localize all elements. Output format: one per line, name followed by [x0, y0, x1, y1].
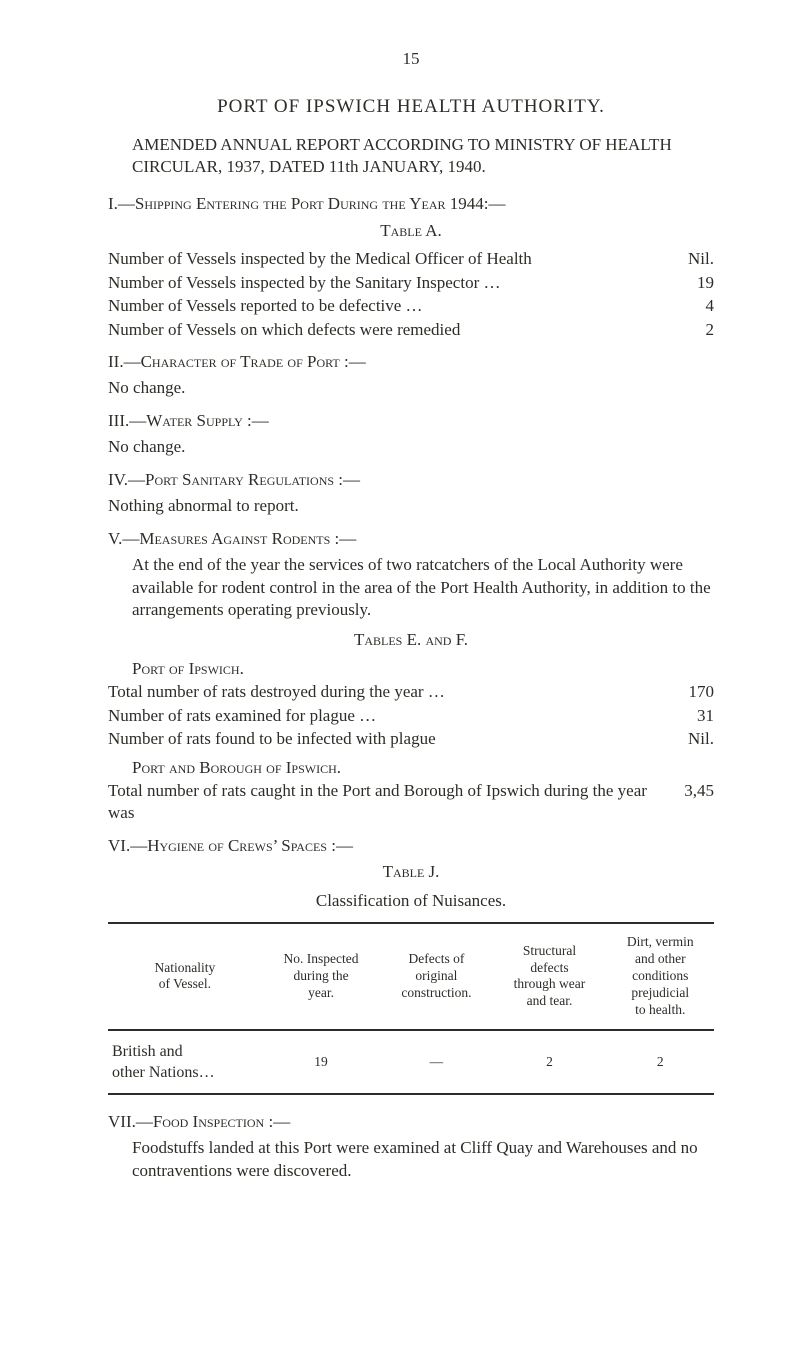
port-ipswich-label: Port of Ipswich. — [132, 658, 714, 680]
row-label: Number of Vessels reported to be defecti… — [108, 295, 670, 317]
table-row: Number of rats found to be infected with… — [108, 728, 714, 750]
row-label: Total number of rats caught in the Port … — [108, 780, 670, 825]
col-header: Structuraldefectsthrough wearand tear. — [492, 923, 606, 1029]
table-row: Total number of rats destroyed during th… — [108, 681, 714, 703]
table-header-row: Nationalityof Vessel. No. Inspecteddurin… — [108, 923, 714, 1029]
row-value: 3,45 — [670, 780, 714, 802]
row-value: 31 — [670, 705, 714, 727]
section-heading: I.—Shipping Entering the Port During the… — [108, 193, 714, 215]
subtitle: AMENDED ANNUAL REPORT ACCORDING TO MINIS… — [132, 134, 706, 180]
cell: 2 — [492, 1030, 606, 1094]
section-heading: VII.—Food Inspection :— — [108, 1111, 714, 1133]
page-number: 15 — [108, 48, 714, 70]
table-subcaption: Classification of Nuisances. — [108, 890, 714, 912]
row-label: Number of Vessels inspected by the Sanit… — [108, 272, 670, 294]
row-label: Total number of rats destroyed during th… — [108, 681, 670, 703]
row-label: Number of Vessels inspected by the Medic… — [108, 248, 670, 270]
table-row: Number of Vessels inspected by the Sanit… — [108, 272, 714, 294]
section-heading: IV.—Port Sanitary Regulations :— — [108, 469, 714, 491]
col-header: Dirt, verminand otherconditionsprejudici… — [607, 923, 714, 1029]
table-j-label: Table J. — [108, 861, 714, 883]
table-row: Number of rats examined for plague … 31 — [108, 705, 714, 727]
row-label: Number of Vessels on which defects were … — [108, 319, 670, 341]
section-heading: III.—Water Supply :— — [108, 410, 714, 432]
table-a-label: Table A. — [108, 220, 714, 242]
section-hygiene: VI.—Hygiene of Crews’ Spaces :— Table J.… — [108, 835, 714, 1095]
row-value: Nil. — [670, 248, 714, 270]
table-row: Total number of rats caught in the Port … — [108, 780, 714, 825]
cell: 2 — [607, 1030, 714, 1094]
section-shipping: I.—Shipping Entering the Port During the… — [108, 193, 714, 341]
row-value: 4 — [670, 295, 714, 317]
table-row: Number of Vessels inspected by the Medic… — [108, 248, 714, 270]
section-food: VII.—Food Inspection :— Foodstuffs lande… — [108, 1111, 714, 1182]
table-row: Number of Vessels reported to be defecti… — [108, 295, 714, 317]
section-heading: VI.—Hygiene of Crews’ Spaces :— — [108, 835, 714, 857]
col-header: Defects oforiginalconstruction. — [380, 923, 492, 1029]
main-title: PORT OF IPSWICH HEALTH AUTHORITY. — [108, 94, 714, 119]
section-body: Nothing abnormal to report. — [108, 495, 714, 517]
row-value: 19 — [670, 272, 714, 294]
table-row: Number of Vessels on which defects were … — [108, 319, 714, 341]
section-heading: V.—Measures Against Rodents :— — [108, 528, 714, 550]
row-label: Number of rats examined for plague … — [108, 705, 670, 727]
section-body: At the end of the year the services of t… — [132, 554, 714, 621]
section-rodents: V.—Measures Against Rodents :— At the en… — [108, 528, 714, 825]
section-body: No change. — [108, 377, 714, 399]
tables-ef-label: Tables E. and F. — [108, 629, 714, 651]
row-value: Nil. — [670, 728, 714, 750]
section-body: Foodstuffs landed at this Port were exam… — [132, 1137, 714, 1182]
section-trade: II.—Character of Trade of Port :— No cha… — [108, 351, 714, 400]
col-header: Nationalityof Vessel. — [108, 923, 262, 1029]
table-row: British andother Nations… 19 — 2 2 — [108, 1030, 714, 1094]
cell: British andother Nations… — [108, 1030, 262, 1094]
port-borough-label: Port and Borough of Ipswich. — [132, 757, 714, 779]
section-water: III.—Water Supply :— No change. — [108, 410, 714, 459]
section-sanitary: IV.—Port Sanitary Regulations :— Nothing… — [108, 469, 714, 518]
row-label: Number of rats found to be infected with… — [108, 728, 670, 750]
section-heading: II.—Character of Trade of Port :— — [108, 351, 714, 373]
row-value: 170 — [670, 681, 714, 703]
cell: 19 — [262, 1030, 381, 1094]
col-header: No. Inspectedduring theyear. — [262, 923, 381, 1029]
cell: — — [380, 1030, 492, 1094]
nuisance-table: Nationalityof Vessel. No. Inspecteddurin… — [108, 922, 714, 1095]
section-body: No change. — [108, 436, 714, 458]
row-value: 2 — [670, 319, 714, 341]
